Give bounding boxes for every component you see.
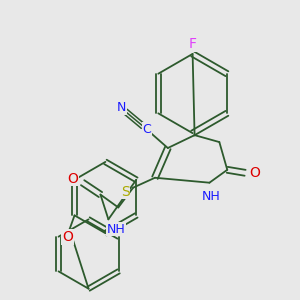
Text: NH: NH xyxy=(202,190,221,203)
Text: C: C xyxy=(143,123,152,136)
Text: O: O xyxy=(62,230,73,244)
Text: N: N xyxy=(117,101,126,114)
Text: F: F xyxy=(189,37,196,51)
Text: O: O xyxy=(250,166,260,180)
Text: NH: NH xyxy=(107,223,126,236)
Text: S: S xyxy=(121,184,130,199)
Text: O: O xyxy=(67,172,78,186)
